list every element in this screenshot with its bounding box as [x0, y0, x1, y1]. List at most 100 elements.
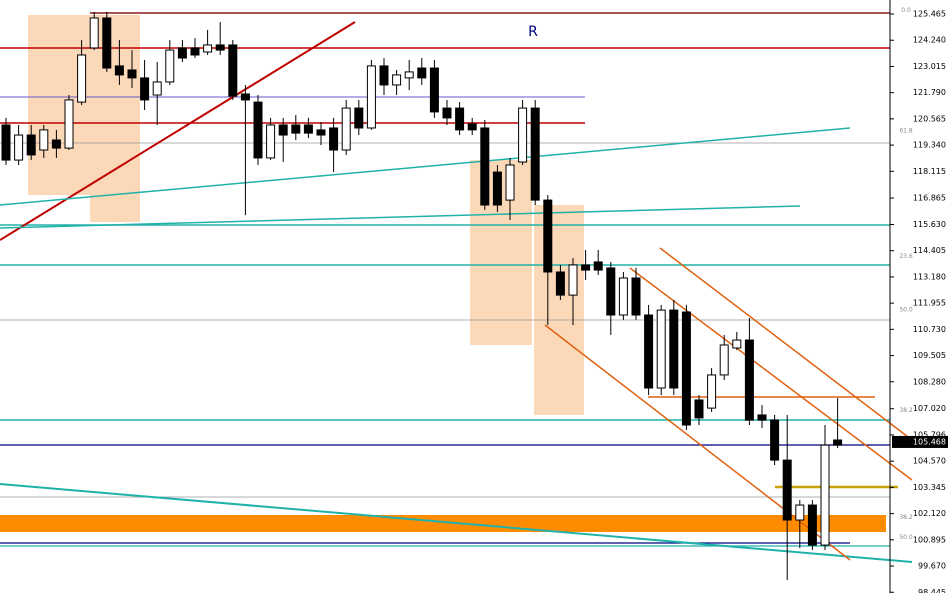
candle-body: [379, 65, 389, 86]
candle-body: [26, 134, 36, 156]
candle-body: [152, 81, 162, 96]
candle-body: [240, 93, 250, 101]
candle-body: [744, 339, 754, 421]
y-tick-label: 104.570: [913, 457, 946, 466]
candle-body: [770, 419, 780, 461]
candle-body: [291, 124, 301, 134]
candle-body: [505, 164, 515, 201]
y-tick-label: 105.796: [913, 430, 946, 439]
candle-body: [429, 67, 439, 113]
trend-line: [0, 483, 913, 563]
candle-body: [732, 339, 742, 349]
candle-body: [820, 444, 830, 546]
candle-body: [64, 99, 74, 149]
candle-body: [618, 277, 628, 316]
fib-label: 38.2: [899, 407, 913, 414]
channel-line: [659, 247, 913, 441]
candle-body: [694, 399, 704, 419]
candle-body: [719, 344, 729, 376]
candle-body: [807, 504, 817, 546]
candle-body: [14, 134, 24, 161]
candle-body: [518, 107, 528, 163]
candle-body: [492, 171, 502, 206]
candle-body: [102, 17, 112, 69]
fib-label: 50.0: [899, 307, 913, 314]
candle-body: [757, 414, 767, 421]
candle-body: [177, 47, 187, 59]
y-tick-label: 116.865: [913, 194, 946, 203]
y-tick-label: 124.240: [913, 36, 946, 45]
fib-label: 23.6: [899, 253, 913, 260]
candle-body: [1, 124, 11, 161]
candle-body: [681, 311, 691, 426]
candle-body: [707, 374, 717, 409]
candle-body: [303, 124, 313, 134]
fib-label: 61.8: [899, 128, 913, 135]
candle-body: [140, 77, 150, 101]
candle-body: [606, 267, 616, 316]
trend-line: [0, 21, 356, 241]
candle-body: [467, 123, 477, 131]
candle-body: [593, 261, 603, 271]
y-tick-label: 99.670: [918, 562, 946, 571]
candle-body: [631, 277, 641, 316]
fib-label: 38.2: [899, 514, 913, 521]
y-tick-label: 107.020: [913, 404, 946, 413]
y-tick-label: 115.630: [913, 220, 946, 229]
candle-body: [215, 44, 225, 51]
candle-body: [404, 71, 414, 79]
candle-body: [833, 439, 843, 446]
candle-body: [568, 264, 578, 296]
y-tick-label: 120.565: [913, 114, 946, 123]
candle-body: [203, 44, 213, 53]
candle-body: [39, 129, 49, 151]
zone: [534, 205, 584, 415]
current-price: 105.468: [913, 437, 946, 446]
candle-body: [228, 44, 238, 97]
candle-body: [455, 107, 465, 131]
candle-body: [165, 49, 175, 83]
candle-body: [77, 54, 87, 103]
candle-body: [795, 504, 805, 521]
candle-body: [316, 129, 326, 136]
candle-body: [417, 67, 427, 79]
candle-body: [114, 65, 124, 76]
y-tick-label: 98.445: [918, 588, 946, 593]
y-tick-label: 109.505: [913, 351, 946, 360]
fib-label: 0.0: [901, 7, 911, 14]
candle-body: [530, 107, 540, 201]
candle-body: [543, 199, 553, 273]
fib-label: 50.0: [899, 534, 913, 541]
y-tick-label: 103.345: [913, 483, 946, 492]
channel-line: [544, 324, 851, 561]
candle-body: [278, 124, 288, 136]
candle-body: [392, 74, 402, 86]
candle-body: [656, 309, 666, 389]
trend-line: [0, 205, 801, 229]
candle-body: [266, 124, 276, 159]
y-tick-label: 100.895: [913, 535, 946, 544]
y-tick-label: 118.115: [913, 167, 946, 176]
y-tick-label: 125.465: [913, 10, 946, 19]
candle-body: [782, 459, 792, 521]
candle-body: [89, 17, 99, 49]
annotation: R: [528, 24, 538, 40]
candle-body: [366, 65, 376, 129]
candle-body: [581, 264, 591, 271]
zone: [0, 515, 886, 532]
candle-body: [669, 309, 679, 389]
channel-line: [629, 267, 913, 481]
y-tick-label: 102.120: [913, 509, 946, 518]
y-tick-label: 110.730: [913, 325, 946, 334]
candle-body: [127, 69, 137, 79]
candles: [1, 11, 843, 580]
y-tick-label: 113.180: [913, 272, 946, 281]
candle-body: [354, 107, 364, 129]
candle-body: [644, 314, 654, 389]
y-tick-label: 108.280: [913, 377, 946, 386]
y-tick-label: 121.790: [913, 88, 946, 97]
y-tick-label: 119.340: [913, 141, 946, 150]
candle-body: [253, 101, 263, 159]
zone: [90, 15, 140, 222]
